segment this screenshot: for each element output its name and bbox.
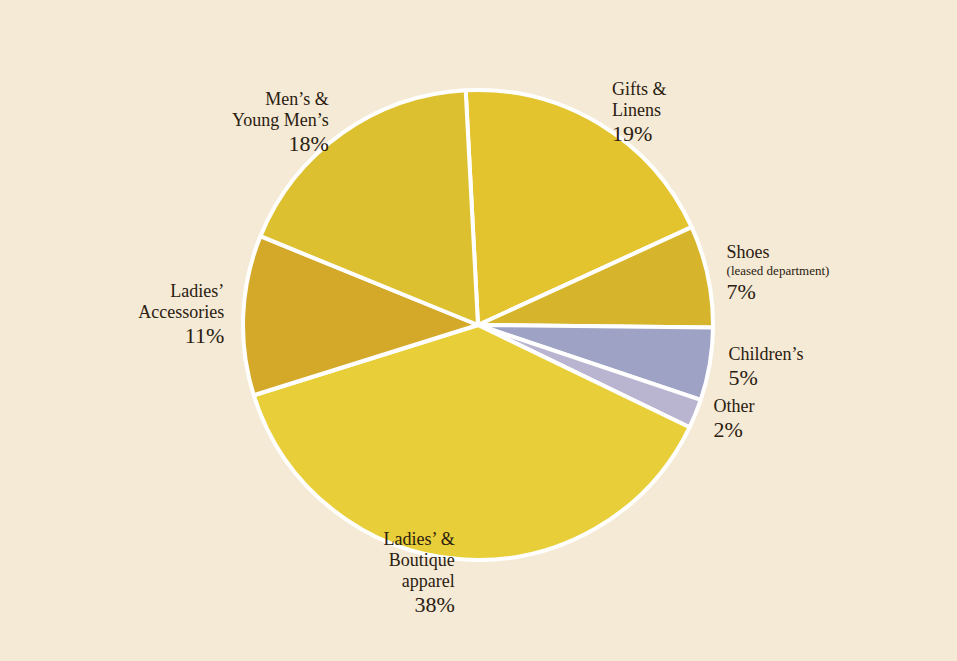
svg-text:7%: 7% <box>727 279 756 304</box>
svg-text:Ladies’: Ladies’ <box>170 281 224 301</box>
svg-text:5%: 5% <box>729 365 758 390</box>
svg-text:2%: 2% <box>714 417 743 442</box>
svg-text:38%: 38% <box>414 592 454 617</box>
svg-text:Other: Other <box>714 396 755 416</box>
svg-text:18%: 18% <box>288 131 328 156</box>
svg-text:19%: 19% <box>612 121 652 146</box>
svg-text:Men’s &: Men’s & <box>265 89 329 109</box>
svg-text:11%: 11% <box>185 323 225 348</box>
svg-text:Gifts &: Gifts & <box>612 79 667 99</box>
svg-text:Linens: Linens <box>612 100 661 120</box>
svg-text:Ladies’ &: Ladies’ & <box>384 529 455 549</box>
svg-text:Boutique: Boutique <box>389 550 455 570</box>
svg-text:apparel: apparel <box>402 571 455 591</box>
svg-text:(leased department): (leased department) <box>727 263 830 278</box>
svg-text:Accessories: Accessories <box>138 302 224 322</box>
svg-text:Young Men’s: Young Men’s <box>232 110 329 130</box>
svg-text:Children’s: Children’s <box>729 344 804 364</box>
svg-text:Shoes: Shoes <box>727 242 770 262</box>
